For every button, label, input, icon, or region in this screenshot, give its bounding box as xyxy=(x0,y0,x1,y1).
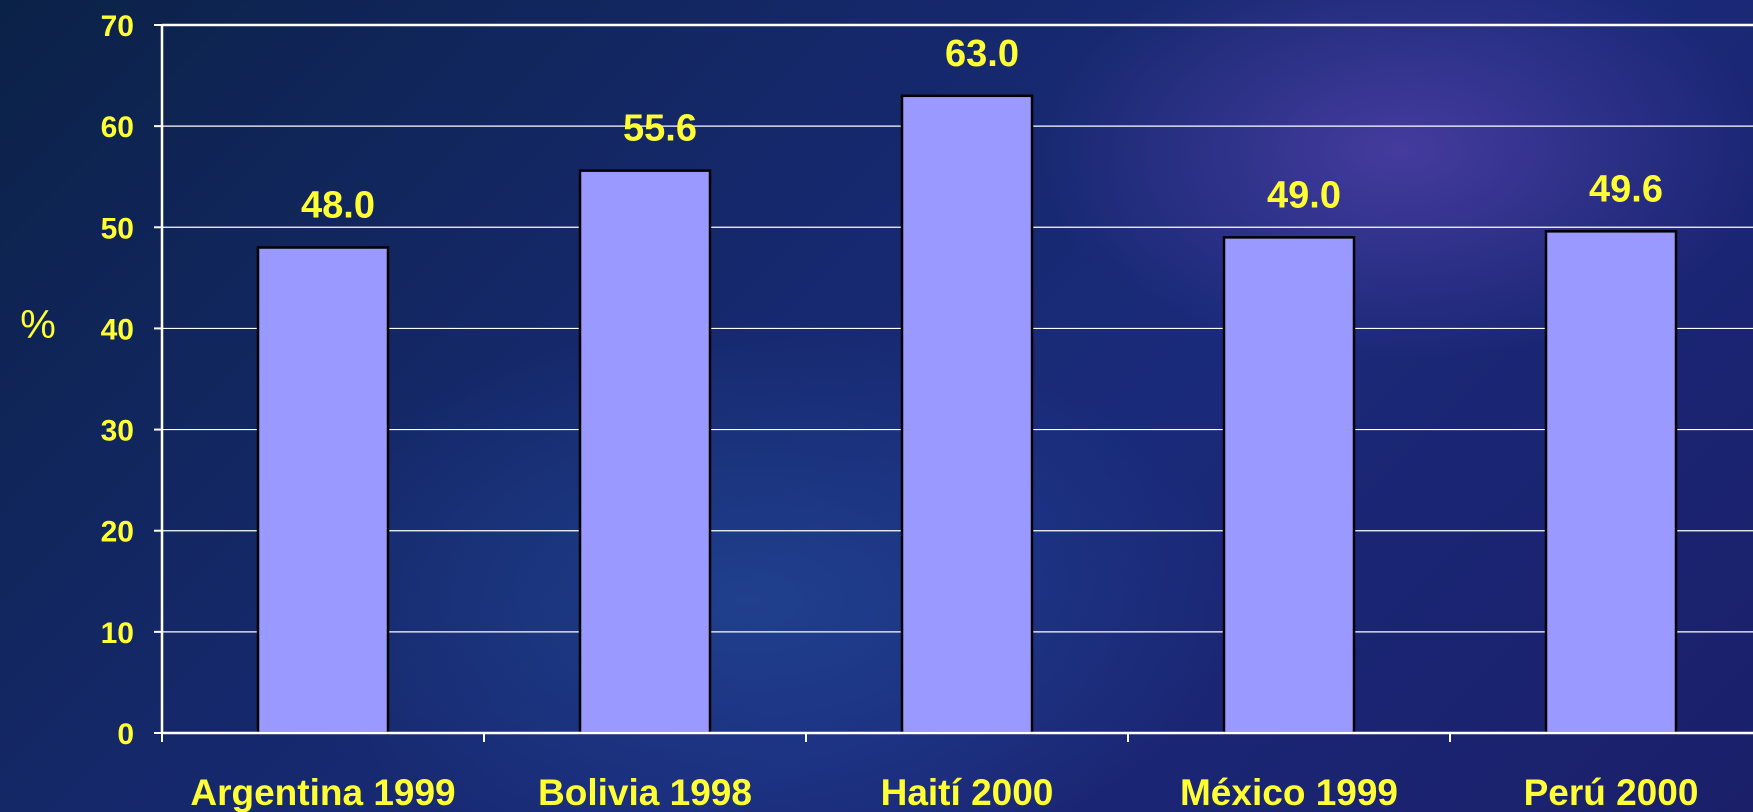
x-category-label: Perú 2000 xyxy=(1524,772,1699,812)
data-label: 48.0 xyxy=(301,185,375,227)
y-tick-label: 70 xyxy=(101,10,134,43)
y-tick-label: 20 xyxy=(101,516,134,549)
bar xyxy=(1222,236,1356,735)
data-label: 55.6 xyxy=(623,108,697,150)
axes xyxy=(154,24,1753,742)
y-tick-label: 30 xyxy=(101,415,134,448)
bars xyxy=(256,94,1678,735)
y-tick-label: 0 xyxy=(117,718,134,751)
bar xyxy=(256,246,390,735)
y-axis-title: % xyxy=(20,303,56,347)
bar xyxy=(1544,230,1678,735)
y-tick-label: 60 xyxy=(101,111,134,144)
labels: 0 10 20 30 40 50 60 70 48.0 Argentina 1999 55.6 Bol… xyxy=(101,10,1699,812)
bar xyxy=(578,169,712,735)
x-category-label: Haití 2000 xyxy=(881,772,1054,812)
x-category-label: México 1999 xyxy=(1180,772,1398,812)
y-tick-label: 50 xyxy=(101,212,134,245)
bar xyxy=(900,94,1034,735)
y-tick-label: 10 xyxy=(101,617,134,650)
y-tick-label: 40 xyxy=(101,313,134,346)
data-label: 63.0 xyxy=(945,33,1019,75)
data-label: 49.6 xyxy=(1589,168,1663,210)
x-category-label: Bolivia 1998 xyxy=(538,772,752,812)
x-category-label: Argentina 1999 xyxy=(190,772,455,812)
data-label: 49.0 xyxy=(1267,174,1341,216)
